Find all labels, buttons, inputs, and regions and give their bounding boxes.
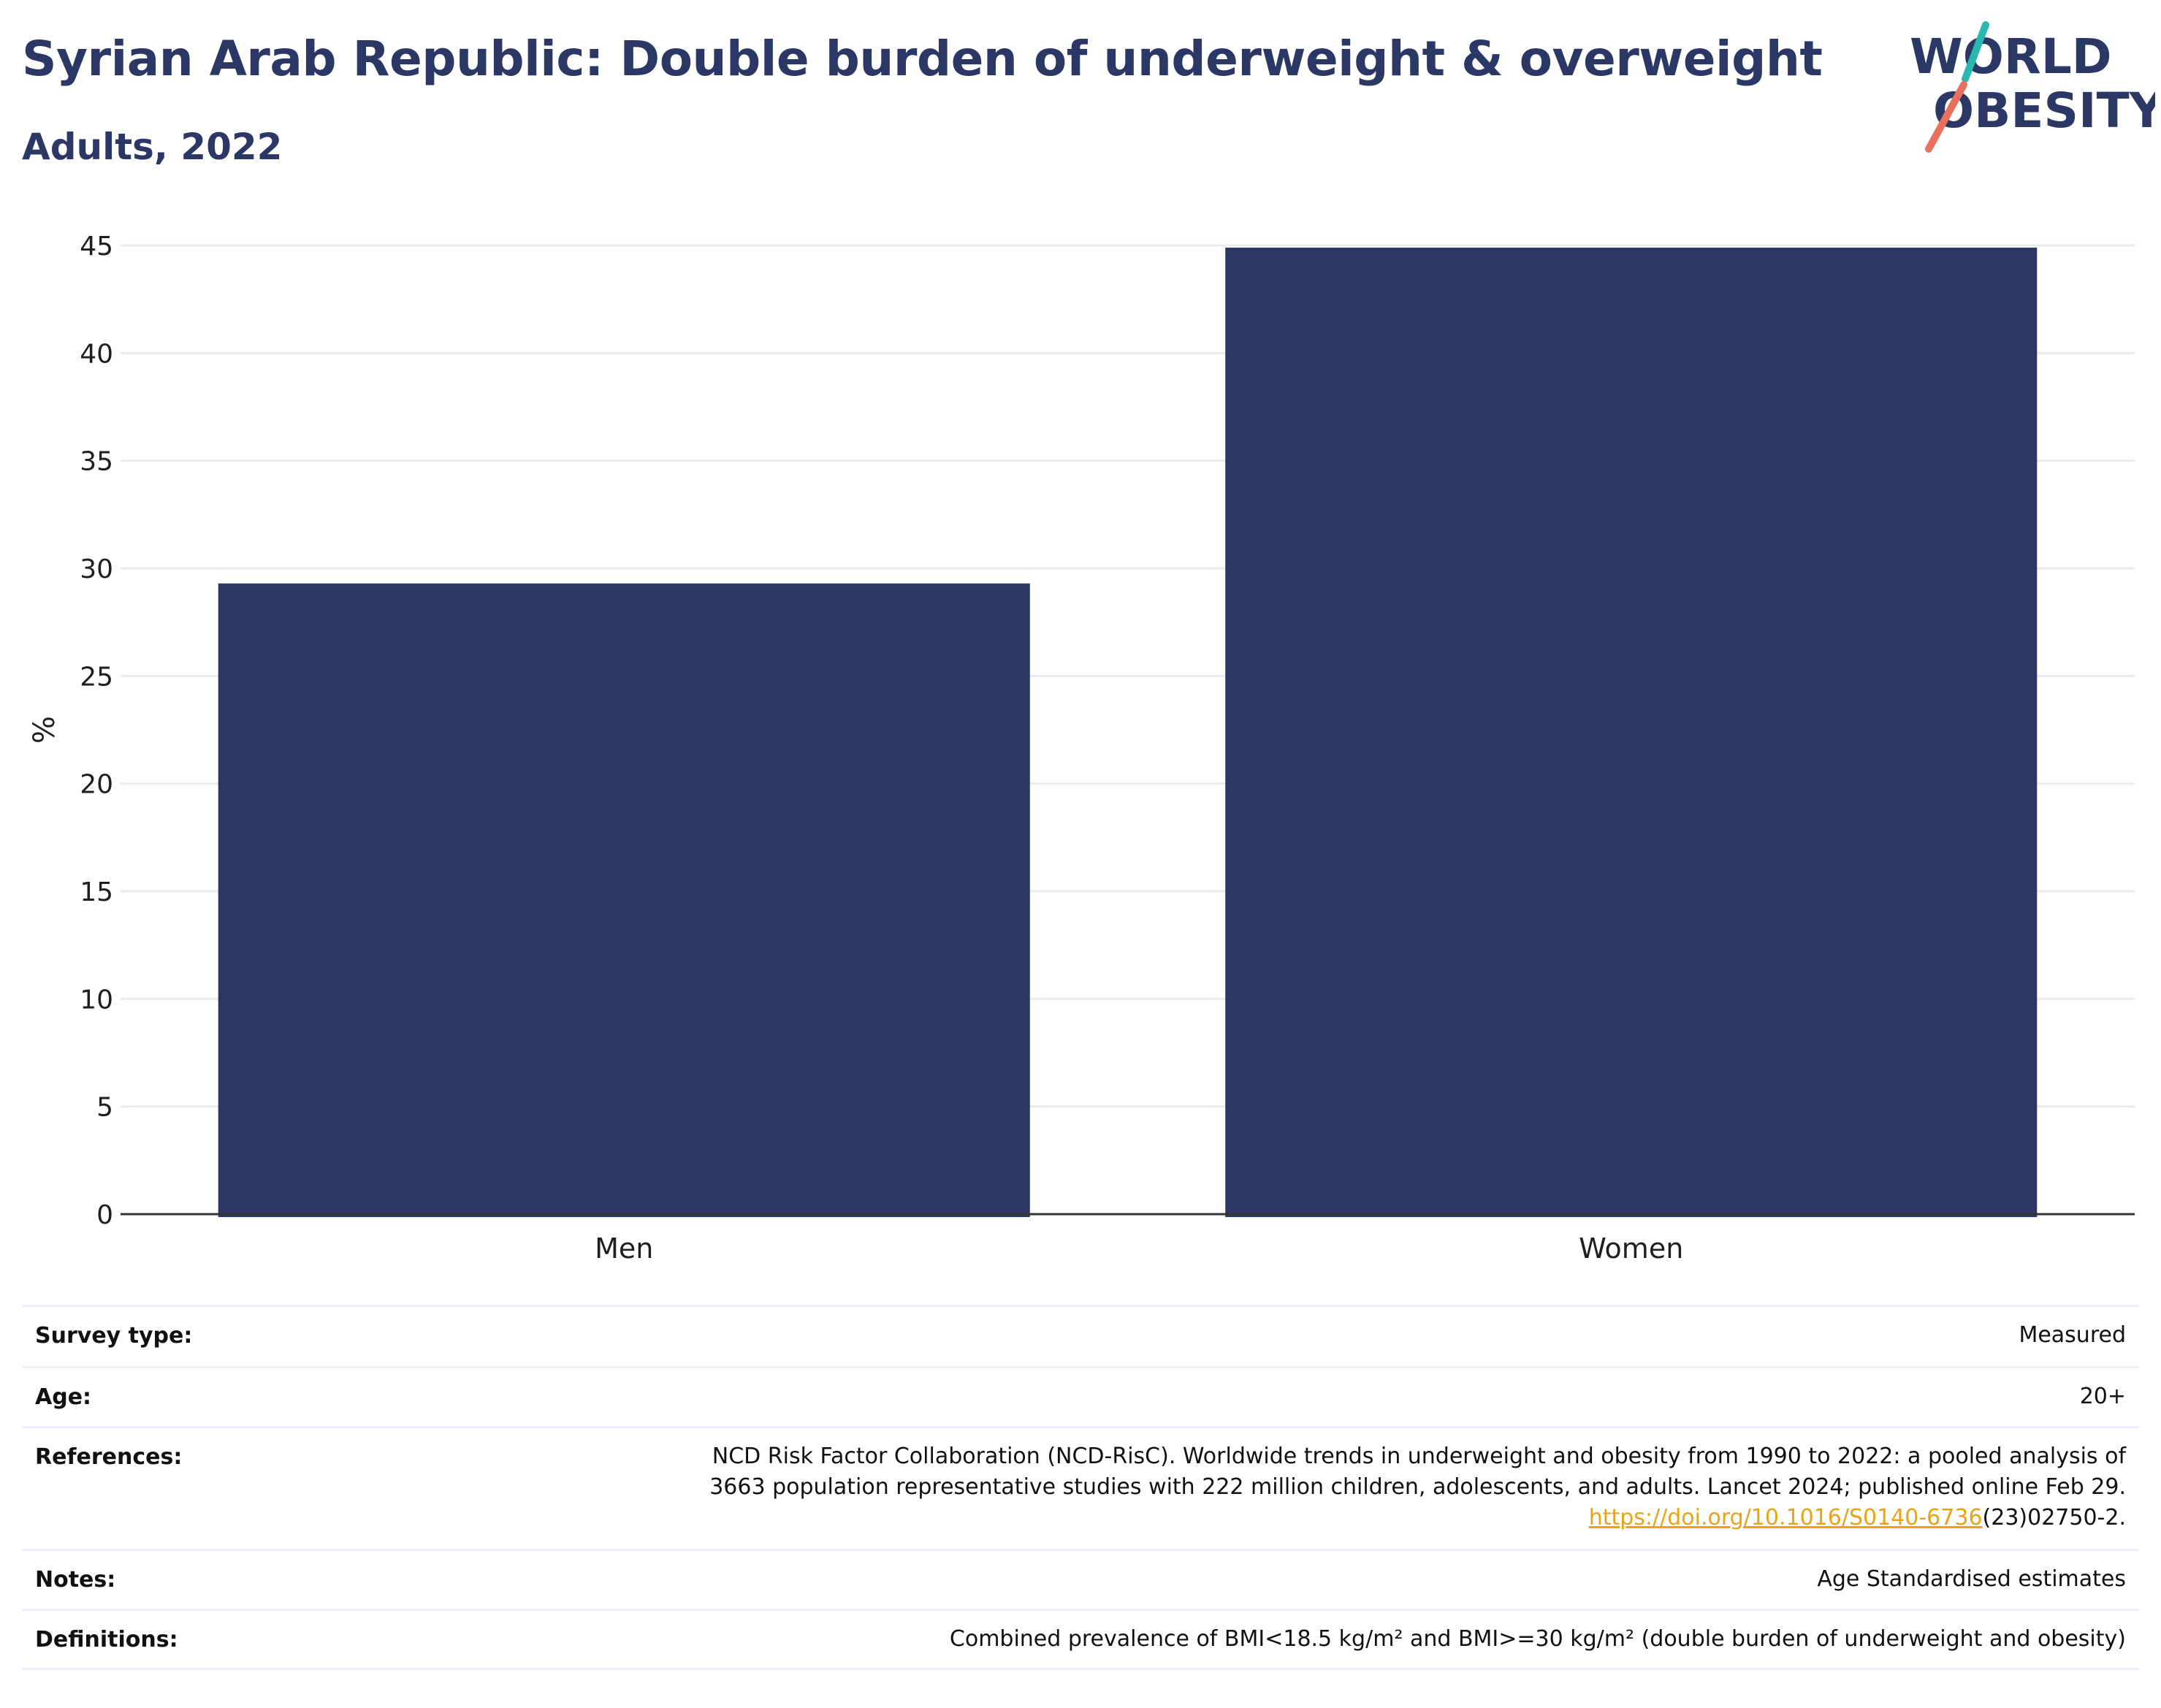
survey-type-value: Measured: [2019, 1322, 2126, 1348]
y-axis-label: %: [28, 716, 61, 744]
reference-line-3: https://doi.org/10.1016/S0140-6736(23)02…: [709, 1503, 2126, 1533]
y-tick-label: 20: [80, 770, 113, 800]
logo-line2: OBESITY: [1933, 83, 2155, 139]
world-obesity-logo: WORLD OBESITY: [1910, 21, 2155, 153]
y-axis-ticks: 0 5 10 15 20 25 30 35 40 45: [80, 232, 113, 1230]
row-definitions: Definitions: Combined prevalence of BMI<…: [22, 1609, 2139, 1670]
bars: [218, 247, 2038, 1217]
row-references: References: NCD Risk Factor Collaboratio…: [22, 1426, 2139, 1549]
bar-men[interactable]: [218, 583, 1030, 1217]
y-tick-label: 30: [80, 554, 113, 584]
logo-line1: WORLD: [1910, 28, 2112, 85]
y-tick-label: 25: [80, 662, 113, 692]
x-category-label: Men: [595, 1232, 653, 1265]
bar-women[interactable]: [1225, 247, 2038, 1217]
notes-label: Notes:: [35, 1567, 116, 1593]
age-label: Age:: [35, 1384, 92, 1410]
y-tick-label: 15: [80, 877, 113, 907]
references-label: References:: [35, 1444, 183, 1470]
y-tick-label: 0: [96, 1200, 113, 1230]
chart-subtitle: Adults, 2022: [22, 126, 283, 168]
row-notes: Notes: Age Standardised estimates: [22, 1549, 2139, 1609]
row-survey-type: Survey type: Measured: [22, 1305, 2139, 1366]
logo-coral-slash: [1925, 81, 1967, 153]
bar-chart: 0 5 10 15 20 25 30 35 40 45 Men Women %: [28, 232, 2135, 1265]
info-table: Survey type: Measured Age: 20+ Reference…: [22, 1305, 2139, 1670]
logo-teal-slash: [1962, 21, 1989, 83]
doi-suffix: (23)02750-2.: [1982, 1505, 2126, 1530]
chart-title: Syrian Arab Republic: Double burden of u…: [22, 31, 1823, 87]
age-value: 20+: [2079, 1384, 2126, 1409]
notes-value: Age Standardised estimates: [1817, 1566, 2126, 1592]
x-axis-categories: Men Women: [595, 1232, 1683, 1265]
reference-line-2: 3663 population representative studies w…: [709, 1474, 2126, 1500]
definitions-label: Definitions:: [35, 1627, 178, 1652]
references-value: NCD Risk Factor Collaboration (NCD-RisC)…: [709, 1428, 2139, 1533]
survey-type-label: Survey type:: [35, 1323, 193, 1349]
definitions-value: Combined prevalence of BMI<18.5 kg/m² an…: [949, 1626, 2126, 1652]
y-tick-label: 10: [80, 985, 113, 1015]
y-tick-label: 35: [80, 447, 113, 477]
x-category-label: Women: [1579, 1232, 1683, 1265]
reference-line-1: NCD Risk Factor Collaboration (NCD-RisC)…: [712, 1444, 2126, 1469]
row-age: Age: 20+: [22, 1366, 2139, 1426]
doi-link[interactable]: https://doi.org/10.1016/S0140-6736: [1588, 1505, 1983, 1530]
y-tick-label: 5: [96, 1093, 113, 1123]
y-tick-label: 40: [80, 339, 113, 369]
y-tick-label: 45: [80, 232, 113, 262]
